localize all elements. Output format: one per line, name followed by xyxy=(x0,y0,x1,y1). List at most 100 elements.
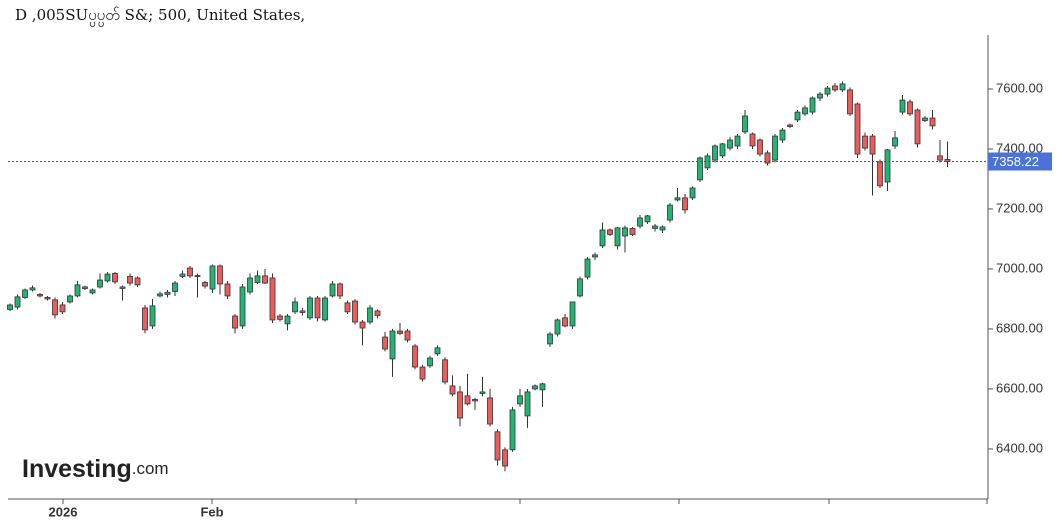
candle-body xyxy=(479,391,486,394)
candle-body xyxy=(134,277,141,286)
y-tick-label: 7600.00 xyxy=(996,80,1043,95)
candle-body xyxy=(607,229,613,235)
candle-body xyxy=(772,135,778,161)
x-tick-label: 2026 xyxy=(49,504,78,519)
candle-body xyxy=(127,276,133,284)
candle-body xyxy=(344,302,351,313)
candle-body xyxy=(854,103,861,155)
candle-body xyxy=(637,217,643,227)
candle-body xyxy=(449,385,456,395)
candle-body xyxy=(554,319,561,335)
candle-body xyxy=(547,333,553,345)
candle-body xyxy=(487,397,493,425)
candle-body xyxy=(712,145,718,161)
candle-body xyxy=(307,297,313,319)
candle-body xyxy=(314,297,321,319)
candle-body xyxy=(922,117,928,121)
candle-body xyxy=(352,300,358,323)
candle-body xyxy=(472,399,478,402)
candle-body xyxy=(142,307,148,331)
candle-body xyxy=(59,304,66,313)
y-tick-label: 7000.00 xyxy=(996,260,1043,275)
candle-body xyxy=(892,137,898,147)
candle-body xyxy=(329,283,336,297)
candle-body xyxy=(937,155,943,161)
candle-body xyxy=(764,152,771,164)
last-price-box xyxy=(988,152,1052,171)
candle-body xyxy=(734,135,741,147)
candle-body xyxy=(457,391,463,419)
y-tick-label: 6400.00 xyxy=(996,440,1043,455)
candle-body xyxy=(164,291,171,295)
candle-body xyxy=(434,347,441,355)
candle-body xyxy=(397,330,403,334)
candle-body xyxy=(202,282,208,287)
candle-body xyxy=(97,279,103,288)
candle-body xyxy=(442,359,448,383)
candle-body xyxy=(502,449,508,467)
candle-body xyxy=(802,107,808,115)
candle-body xyxy=(104,273,111,282)
candle-body xyxy=(742,115,748,133)
candle-body xyxy=(194,275,201,277)
candle-body xyxy=(599,229,606,247)
last-price-label: 7358.22 xyxy=(992,154,1039,169)
candle-body xyxy=(877,161,883,187)
candle-body xyxy=(517,395,523,405)
candle-body xyxy=(239,286,246,327)
candle-body xyxy=(839,83,846,91)
candle-body xyxy=(779,129,786,141)
candle-body xyxy=(367,307,373,323)
candle-body xyxy=(44,297,51,300)
candle-body xyxy=(907,101,913,115)
y-tick-label: 7200.00 xyxy=(996,200,1043,215)
candle-body xyxy=(524,391,531,417)
x-tick-label: Feb xyxy=(200,504,223,519)
candle-body xyxy=(757,139,763,155)
candle-body xyxy=(509,409,516,451)
candle-body xyxy=(22,289,28,298)
candle-body xyxy=(209,265,216,290)
candle-body xyxy=(847,89,853,115)
candle-body xyxy=(67,295,73,303)
candle-body xyxy=(74,284,81,297)
candle-body xyxy=(832,85,838,91)
candle-body xyxy=(652,225,658,229)
candle-body xyxy=(817,93,823,99)
y-tick-label: 6600.00 xyxy=(996,380,1043,395)
candle-body xyxy=(809,97,816,113)
candle-body xyxy=(29,287,36,291)
candle-body xyxy=(929,117,936,127)
candle-body xyxy=(382,336,388,350)
candle-body xyxy=(172,282,178,292)
candle-body xyxy=(284,315,291,325)
candle-body xyxy=(179,273,186,277)
candle-body xyxy=(584,258,591,278)
candle-body xyxy=(494,431,501,461)
logo: Investing.com xyxy=(22,455,169,483)
candle-body xyxy=(292,301,298,313)
candle-body xyxy=(644,215,651,223)
candle-body xyxy=(187,267,193,277)
candle-body xyxy=(112,273,118,283)
candle-body xyxy=(899,99,906,113)
candle-body xyxy=(277,315,283,320)
candle-body xyxy=(157,293,163,297)
candle-body xyxy=(224,283,231,297)
candle-body xyxy=(359,321,366,329)
candle-body xyxy=(149,305,156,327)
candle-body xyxy=(412,345,418,368)
candle-body xyxy=(217,265,223,285)
candle-body xyxy=(374,310,381,316)
candle-body xyxy=(592,254,598,258)
candle-body xyxy=(232,315,238,329)
candle-body xyxy=(299,310,306,313)
chart-title: D ,005SUပ္ပပ္ပတ် S&; 500, United States, xyxy=(15,6,305,27)
candle-body xyxy=(389,330,396,360)
candle-body xyxy=(794,111,801,121)
candle-body xyxy=(689,187,696,199)
candle-body xyxy=(539,383,546,391)
candle-body xyxy=(7,304,13,310)
candle-body xyxy=(914,109,921,145)
